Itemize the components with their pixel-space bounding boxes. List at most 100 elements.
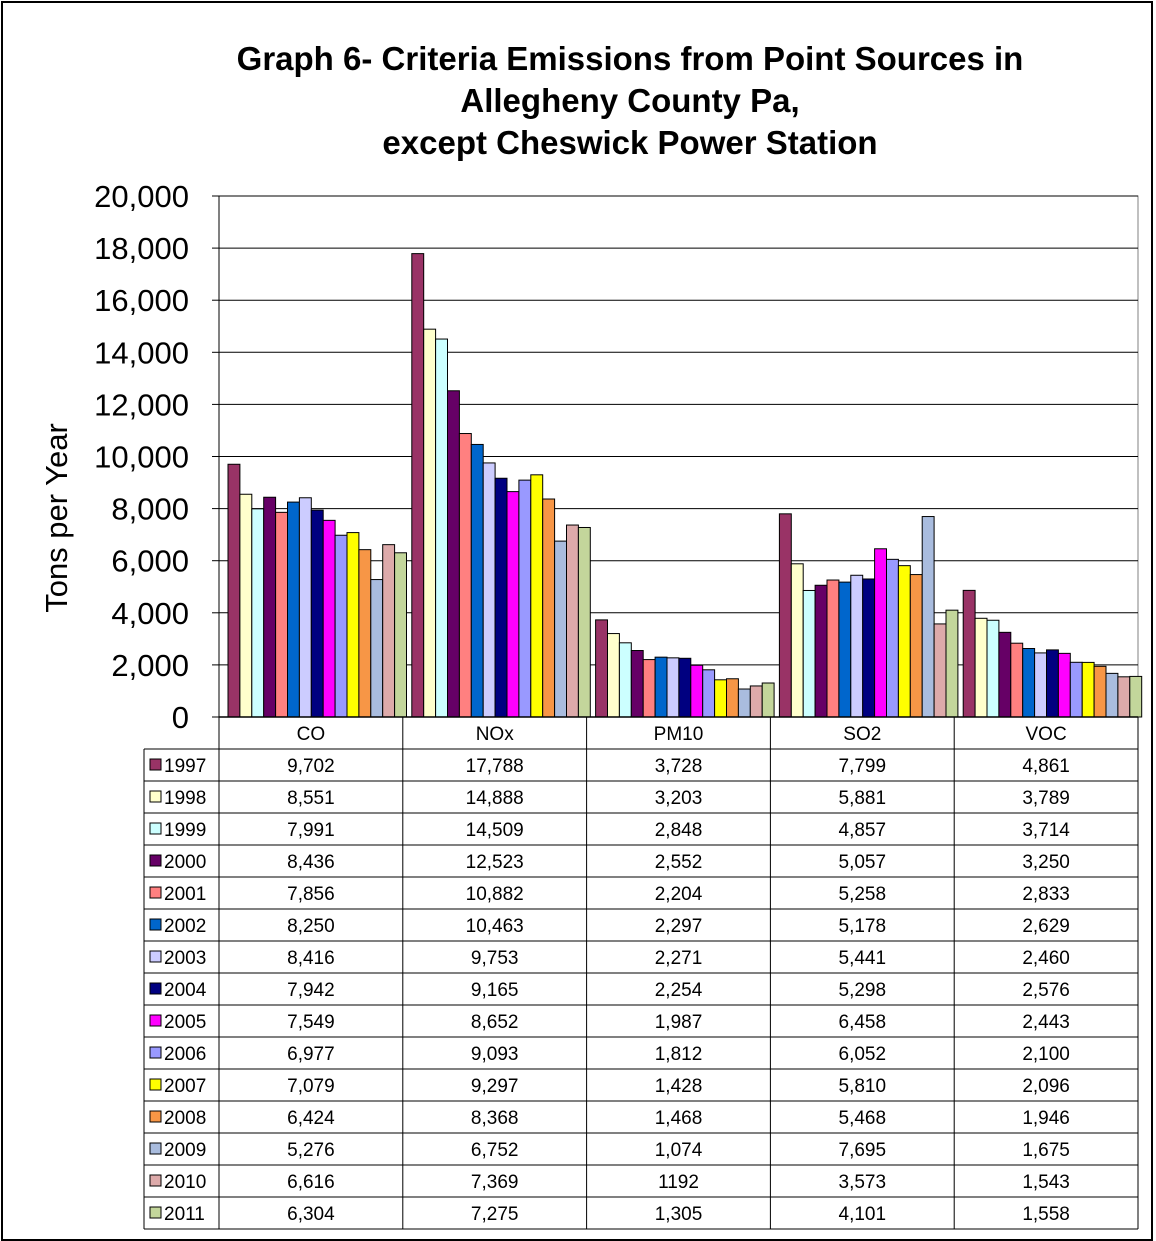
bar: [607, 633, 620, 718]
data-label: 4,857: [839, 820, 887, 841]
bar: [494, 477, 508, 718]
data-label: 8,551: [287, 788, 335, 809]
data-label: 8,368: [471, 1108, 519, 1129]
data-label: 10,463: [466, 916, 524, 937]
bar: [322, 519, 336, 718]
data-label: 9,165: [471, 980, 519, 1001]
data-label: 1,558: [1022, 1204, 1070, 1225]
bar: [506, 491, 520, 718]
data-label: 7,856: [287, 884, 335, 905]
y-tick-label: 16,000: [94, 283, 189, 318]
bar: [287, 501, 300, 718]
x-tick-label: CO: [297, 724, 326, 745]
bar: [778, 513, 792, 718]
bar: [838, 581, 852, 718]
bar: [370, 579, 384, 718]
bar: [239, 493, 253, 718]
bar: [382, 544, 396, 718]
data-label: 5,258: [839, 884, 887, 905]
data-label: 7,799: [839, 756, 887, 777]
bar: [642, 659, 656, 718]
legend-key: [149, 982, 162, 995]
data-label: 6,424: [287, 1108, 335, 1129]
bar: [862, 578, 876, 718]
bar: [595, 619, 608, 718]
legend-key: [149, 1046, 162, 1059]
bar: [411, 253, 425, 718]
legend-label: 1999: [164, 820, 206, 841]
data-label: 8,250: [287, 916, 335, 937]
chart-title-line-2: Allegheny County Pa,: [460, 82, 800, 119]
legend-key: [149, 1110, 162, 1123]
data-label: 1,946: [1022, 1108, 1070, 1129]
bar: [566, 524, 579, 718]
data-label: 5,057: [839, 852, 887, 873]
bar: [986, 619, 1000, 718]
bar: [251, 508, 265, 718]
data-label: 4,861: [1022, 756, 1070, 777]
bar: [714, 679, 727, 718]
data-label: 14,509: [466, 820, 524, 841]
data-label: 7,695: [839, 1140, 887, 1161]
bar: [690, 664, 704, 718]
bar: [850, 574, 864, 718]
legend-label: 2009: [164, 1140, 206, 1161]
y-tick-label: 4,000: [111, 596, 189, 631]
bar: [394, 552, 408, 718]
legend-label: 2005: [164, 1012, 206, 1033]
data-label: 5,441: [839, 948, 887, 969]
data-label: 7,275: [471, 1204, 519, 1225]
data-label: 2,096: [1022, 1076, 1070, 1097]
data-label: 3,714: [1022, 820, 1070, 841]
legend-key: [149, 790, 162, 803]
data-label: 1,305: [655, 1204, 703, 1225]
bar: [1129, 675, 1143, 718]
bar: [1010, 642, 1024, 718]
y-tick-label: 20,000: [94, 179, 189, 214]
bar: [933, 623, 947, 718]
bar: [1105, 672, 1119, 718]
bar: [227, 463, 241, 718]
data-label: 5,881: [839, 788, 887, 809]
legend-key: [149, 950, 162, 963]
legend-key: [149, 1174, 162, 1187]
data-label: 7,991: [287, 820, 335, 841]
y-tick-label: 8,000: [111, 492, 189, 527]
data-label: 1,543: [1022, 1172, 1070, 1193]
chart-title-line-3: except Cheswick Power Station: [382, 124, 878, 161]
data-label: 2,629: [1022, 916, 1070, 937]
bar: [310, 509, 324, 718]
data-label: 6,752: [471, 1140, 519, 1161]
data-label: 2,443: [1022, 1012, 1070, 1033]
bar: [826, 579, 840, 718]
x-tick-label: NOx: [476, 724, 515, 745]
bar: [554, 540, 567, 718]
legend-label: 2000: [164, 852, 206, 873]
data-label: 2,100: [1022, 1044, 1070, 1065]
legend-label: 1997: [164, 756, 206, 777]
data-label: 9,093: [471, 1044, 519, 1065]
x-tick-label: SO2: [843, 724, 881, 745]
data-label: 6,304: [287, 1204, 335, 1225]
bar: [470, 443, 484, 718]
data-label: 9,297: [471, 1076, 519, 1097]
data-label: 1,675: [1022, 1140, 1070, 1161]
data-label: 2,576: [1022, 980, 1070, 1001]
bar: [618, 642, 632, 718]
bar: [1069, 661, 1083, 718]
data-label: 1192: [658, 1172, 699, 1193]
bar: [275, 511, 289, 718]
data-label: 6,458: [839, 1012, 887, 1033]
bar: [921, 516, 935, 718]
data-label: 2,297: [655, 916, 703, 937]
bar: [530, 474, 544, 718]
data-label: 9,753: [471, 948, 519, 969]
data-label: 5,468: [839, 1108, 887, 1129]
chart-title: Graph 6- Criteria Emissions from Point S…: [150, 38, 1110, 164]
legend-label: 2008: [164, 1108, 206, 1129]
bar: [334, 534, 348, 718]
legend-key: [149, 1014, 162, 1027]
x-tick-label: PM10: [654, 724, 704, 745]
bar: [790, 563, 804, 718]
data-label: 2,460: [1022, 948, 1070, 969]
